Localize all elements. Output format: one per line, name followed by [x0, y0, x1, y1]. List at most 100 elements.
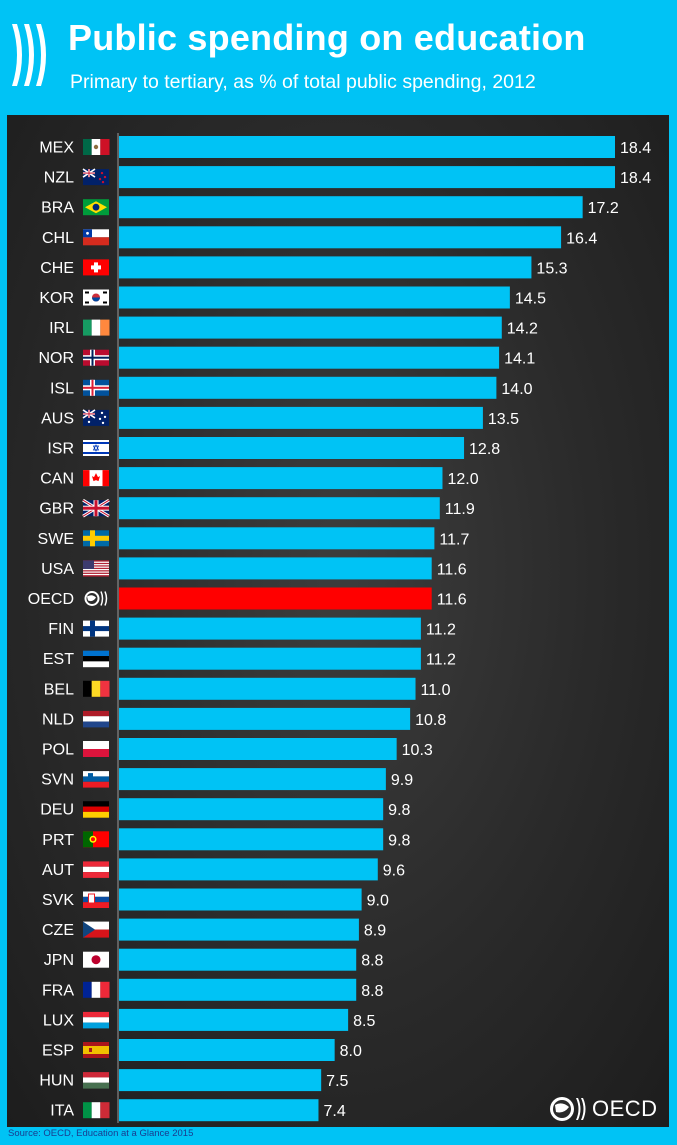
bar	[119, 376, 497, 399]
country-label: AUT	[42, 862, 74, 879]
value-label: 10.8	[415, 712, 446, 729]
oecd-flag-icon	[84, 591, 108, 606]
value-label: 7.4	[323, 1103, 345, 1120]
country-label: PRT	[42, 832, 74, 849]
bar-row-fin: FIN 11.2	[48, 617, 456, 640]
est-flag-icon	[83, 650, 109, 668]
country-label: SWE	[38, 531, 74, 548]
value-label: 10.3	[402, 742, 433, 759]
value-label: 11.6	[437, 561, 467, 578]
bar-row-svn: SVN 9.9	[41, 768, 413, 791]
bar-row-lux: LUX 8.5	[43, 1008, 375, 1031]
bar	[119, 918, 359, 941]
value-label: 14.1	[504, 351, 535, 368]
bar	[119, 527, 435, 550]
page-title: Public spending on education	[68, 17, 586, 58]
country-label: NLD	[42, 711, 74, 728]
value-label: 8.0	[340, 1043, 362, 1060]
bar	[119, 888, 362, 911]
bar-row-svk: SVK 9.0	[42, 888, 389, 911]
bar-row-nzl: NZL 18.4	[44, 166, 651, 189]
hun-flag-icon	[83, 1072, 109, 1089]
bar	[119, 286, 510, 309]
country-label: CHL	[42, 230, 74, 247]
country-label: HUN	[39, 1073, 74, 1090]
bar	[119, 437, 465, 459]
bar-row-pol: POL 10.3	[42, 738, 433, 760]
bar-row-est: EST 11.2	[43, 647, 456, 670]
bar	[119, 1069, 322, 1092]
value-label: 11.6	[437, 592, 467, 609]
bar	[119, 768, 386, 791]
bar-row-gbr: GBR 11.9	[39, 497, 475, 520]
bar-row-hun: HUN 7.5	[39, 1069, 349, 1092]
bar	[119, 406, 483, 429]
bar	[119, 166, 615, 189]
highlight-bar	[119, 587, 432, 610]
country-label: KOR	[39, 290, 74, 307]
country-label: NZL	[44, 170, 74, 187]
country-label: OECD	[28, 591, 74, 608]
bar	[119, 557, 432, 580]
bar-row-isl: ISL 14.0	[50, 376, 533, 399]
value-label: 8.5	[353, 1013, 375, 1030]
country-label: USA	[41, 561, 74, 578]
lux-flag-icon	[83, 1011, 109, 1029]
country-label: GBR	[39, 501, 74, 518]
bar-row-esp: ESP 8.0	[42, 1039, 362, 1061]
value-label: 14.2	[507, 321, 538, 338]
value-label: 15.3	[536, 260, 567, 277]
bar	[119, 738, 397, 760]
nld-flag-icon	[83, 710, 109, 728]
bar-row-prt: PRT 9.8	[42, 828, 411, 851]
bar	[119, 1008, 349, 1031]
country-label: MEX	[39, 140, 74, 157]
bar	[119, 1099, 319, 1122]
nzl-flag-icon	[82, 168, 109, 186]
chl-flag-icon	[83, 229, 109, 246]
bar-row-swe: SWE 11.7	[38, 527, 469, 550]
bar-chart: MEX 18.4 NZL 18.4 BRA 17.2 CHL 16.4 CHE 15.3 KOR 14…	[28, 133, 651, 1123]
value-label: 11.9	[445, 501, 475, 518]
value-label: 9.0	[367, 893, 389, 910]
bar-row-mex: MEX 18.4	[39, 136, 651, 158]
value-label: 12.8	[469, 441, 500, 458]
usa-flag-icon	[83, 560, 109, 577]
value-label: 9.9	[391, 772, 413, 789]
mex-flag-icon	[83, 139, 110, 155]
value-label: 8.9	[364, 923, 386, 940]
bar-row-nor: NOR 14.1	[38, 346, 535, 369]
bar-row-usa: USA 11.6	[41, 557, 467, 580]
bar-row-jpn: JPN 8.8	[44, 948, 384, 971]
country-label: CHE	[40, 260, 74, 277]
bar	[119, 316, 502, 339]
bar-row-aut: AUT 9.6	[42, 858, 405, 881]
value-label: 8.8	[361, 983, 383, 1000]
value-label: 11.0	[421, 682, 451, 699]
country-label: BRA	[41, 200, 74, 217]
country-label: IRL	[49, 320, 74, 337]
country-label: CAN	[40, 471, 74, 488]
bar	[119, 948, 357, 971]
country-label: SVN	[41, 772, 74, 789]
value-label: 8.8	[361, 953, 383, 970]
bar-row-aus: AUS 13.5	[41, 406, 519, 429]
country-label: CZE	[42, 922, 74, 939]
bar	[119, 647, 421, 670]
svk-flag-icon	[83, 891, 109, 908]
country-label: POL	[42, 742, 74, 759]
country-label: DEU	[40, 802, 74, 819]
value-label: 12.0	[447, 471, 478, 488]
value-label: 9.8	[388, 802, 410, 819]
deu-flag-icon	[83, 801, 109, 818]
value-label: 14.5	[515, 291, 546, 308]
bar	[119, 346, 500, 369]
country-label: ESP	[42, 1043, 74, 1060]
bar-row-ita: ITA 7.4	[50, 1099, 346, 1122]
fin-flag-icon	[83, 620, 109, 637]
country-label: SVK	[42, 892, 74, 909]
swe-flag-icon	[83, 530, 109, 547]
value-label: 7.5	[326, 1073, 348, 1090]
isl-flag-icon	[83, 379, 109, 396]
bar	[119, 136, 615, 158]
